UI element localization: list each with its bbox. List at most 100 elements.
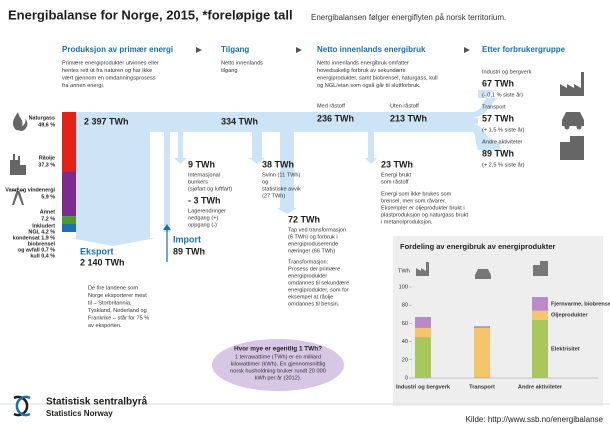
label: eksempel at råolje <box>288 293 333 300</box>
label: hovedsakelig forbruk av sekundære <box>317 68 406 74</box>
flow-arrows <box>70 158 377 246</box>
label: Import <box>173 234 201 244</box>
label: omdannes til sekundære <box>288 280 349 286</box>
source-segment <box>62 171 76 217</box>
label: til – Storbritannia, <box>88 300 132 306</box>
label: 20 <box>402 357 408 363</box>
label: Industri og bergverk <box>396 384 451 390</box>
label: 236 TWh <box>317 113 354 123</box>
label: Netto innenlands <box>221 60 263 66</box>
label: Naturgass <box>29 115 55 121</box>
label: Andre aktiviteter <box>518 384 563 390</box>
faq-bubble <box>212 339 344 391</box>
source-segment <box>62 216 76 224</box>
label: 100 <box>399 284 408 290</box>
label: (6 TWh) og forbruk i <box>288 234 338 240</box>
label: næringer (66 TWh) <box>288 248 335 254</box>
chart-icons <box>416 261 548 279</box>
label: Statistisk sentralbyrå <box>46 396 148 408</box>
label: Elektrisitet <box>551 346 580 352</box>
label: Annet <box>40 209 55 215</box>
label: Med råstoff <box>317 102 345 109</box>
label: Svinn (11 TWh) <box>262 172 300 178</box>
label: NGL 4,2 % <box>28 229 55 235</box>
label: 7,2 % <box>41 216 55 222</box>
label: 40 <box>402 339 408 345</box>
bar-segment <box>474 326 490 328</box>
label: Hvor mye er egentlig 1 TWh? <box>234 346 322 353</box>
label: og <box>262 179 268 185</box>
label: energiprodukter, samt biobrensel, naturg… <box>317 75 438 81</box>
label: vært gjennom en omdanningsprosess <box>62 75 156 81</box>
label: Transformasjon: <box>288 259 329 265</box>
label: 5,9 % <box>41 194 55 200</box>
label: bunkers <box>188 179 208 185</box>
label: 1 terrawattime (TWh) er en milliard <box>235 354 321 360</box>
label: Eksport <box>80 246 114 256</box>
label: Energi som ikke brukes som <box>381 191 452 197</box>
label: Etter forbrukergruppe <box>482 45 566 54</box>
label: - 3 TWh <box>188 195 221 205</box>
bar-segment <box>532 319 548 378</box>
label: og avfall 0,7 % <box>18 247 55 253</box>
label: 2 397 TWh <box>84 116 129 126</box>
label: TWh <box>398 268 410 274</box>
label: energiprodukter, som for <box>288 287 349 293</box>
bar-segment <box>532 297 548 311</box>
label: Industri og bergverk <box>482 69 532 75</box>
header-arrows <box>196 47 470 53</box>
bar-segment <box>415 327 431 338</box>
label: kilowattimer (kWh). En gjennomsnittlig <box>231 361 326 367</box>
label: 80 <box>402 303 408 309</box>
source-segment <box>62 223 76 232</box>
label: Tap ved transformasjon <box>288 227 346 233</box>
label: 334 TWh <box>221 116 258 126</box>
source-icons <box>10 112 28 205</box>
label: nedgang (+) <box>188 215 218 221</box>
label: Fordeling av energibruk av energiprodukt… <box>400 242 556 251</box>
label: 2 140 TWh <box>80 257 125 267</box>
logo-mark <box>13 395 31 417</box>
label: 23 TWh <box>381 159 413 169</box>
label: (+ 2,5 % siste år) <box>482 161 525 168</box>
label: Andre aktiviteter <box>482 139 523 145</box>
label: statistiske avvik <box>262 186 301 192</box>
label: Uten råstoff <box>390 102 419 109</box>
label: 0 <box>405 375 408 381</box>
label: De fire landene som <box>88 285 138 291</box>
label: Energibalansen følger energiflyten på no… <box>311 13 506 22</box>
label: Eksempler er oljeprodukter brukt i <box>381 205 465 211</box>
label: Norge eksporterer mest <box>88 293 147 299</box>
label: som råstoff <box>381 178 409 185</box>
label: Energi brukt <box>381 172 412 178</box>
label: Transport <box>482 104 506 110</box>
label: av eksporten. <box>88 323 122 329</box>
label: (sjøfart og luftfart) <box>188 186 232 192</box>
label: Inkludert <box>32 223 55 229</box>
sankey-flows <box>76 90 500 238</box>
import-arrowhead <box>163 224 171 230</box>
label: Statistics Norway <box>46 409 113 418</box>
label: energiproduserende <box>288 241 338 247</box>
label: brensel, men som råvarer. <box>381 197 446 204</box>
label: 89 TWh <box>482 148 514 158</box>
label: 89 TWh <box>173 246 205 256</box>
label: og NGL/etan som også går til sluttforbru… <box>317 82 421 89</box>
label: kondensat 1,9 % <box>13 235 55 241</box>
label: Prosess der primære <box>288 266 340 272</box>
consumer-icons <box>560 72 584 160</box>
label: Vann og vindenergi <box>5 187 55 193</box>
bar-segment <box>474 377 490 378</box>
label: biobrensel <box>28 241 56 247</box>
bar-segment <box>415 337 431 378</box>
label: (+ 1,5 % siste år) <box>482 126 525 133</box>
label: hentes rett ut fra naturen og har ikke <box>62 68 152 74</box>
label: 57 TWh <box>482 113 514 123</box>
label: Transport <box>469 384 495 390</box>
label: norsk husholdning bruker rundt 20 000 <box>230 368 326 374</box>
label: Internasjonal <box>188 172 220 178</box>
label: Oljeprodukter <box>551 313 588 319</box>
label: Netto innenlands energibruk omfatter <box>317 60 409 66</box>
label: 72 TWh <box>288 214 320 224</box>
label: 213 TWh <box>390 113 427 123</box>
